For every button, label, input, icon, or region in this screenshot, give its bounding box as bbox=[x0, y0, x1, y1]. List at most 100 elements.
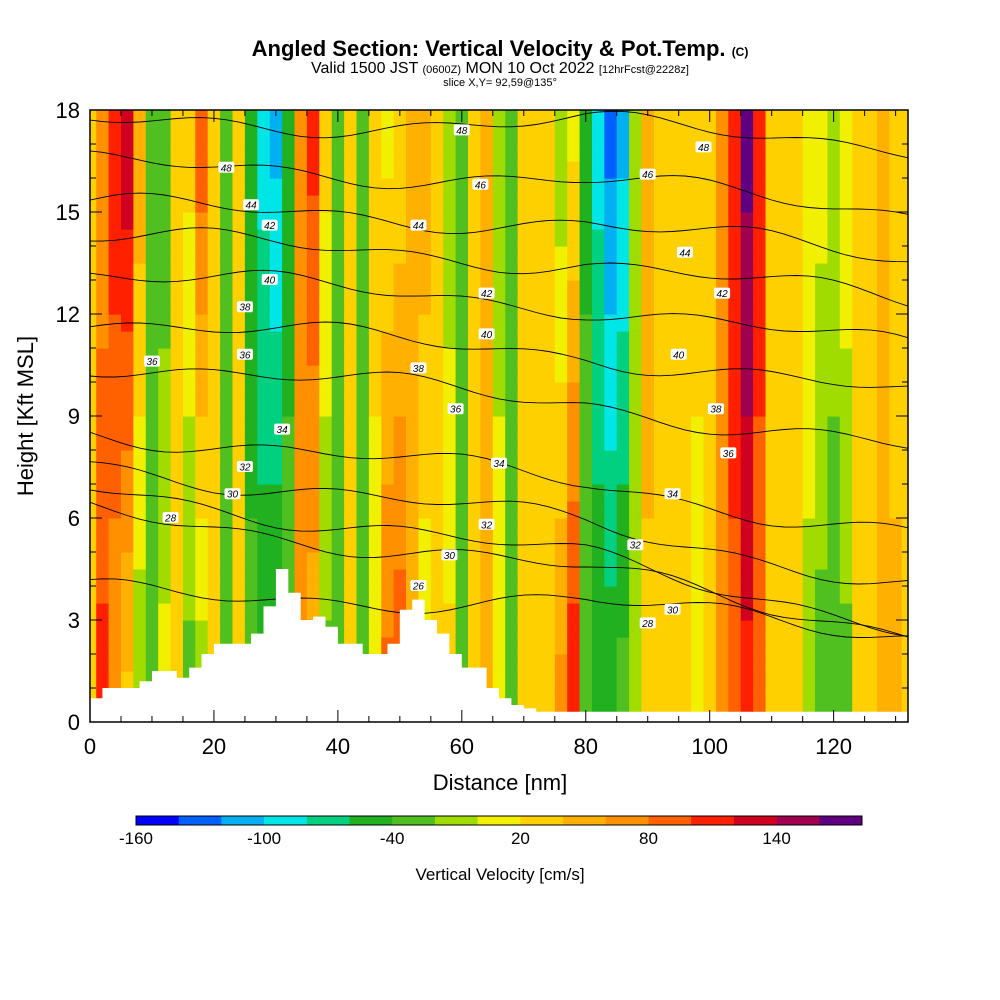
velocity-cell bbox=[158, 535, 172, 553]
velocity-cell bbox=[839, 399, 853, 417]
velocity-cell bbox=[183, 484, 196, 502]
velocity-cell bbox=[443, 467, 457, 485]
velocity-cell bbox=[90, 518, 97, 536]
velocity-cell bbox=[505, 348, 519, 366]
velocity-cell bbox=[269, 552, 283, 570]
velocity-cell bbox=[393, 535, 407, 553]
velocity-cell bbox=[802, 416, 816, 434]
colorbar-tick-label: -160 bbox=[119, 829, 153, 848]
velocity-cell bbox=[554, 654, 568, 672]
velocity-cell bbox=[790, 178, 804, 196]
velocity-cell bbox=[220, 127, 234, 145]
velocity-cell bbox=[121, 518, 134, 536]
velocity-cell bbox=[839, 433, 853, 451]
velocity-cell bbox=[294, 314, 308, 332]
velocity-cell bbox=[368, 637, 382, 655]
velocity-cell bbox=[183, 280, 196, 298]
velocity-cell bbox=[306, 280, 320, 298]
velocity-cell bbox=[815, 501, 828, 519]
velocity-cell bbox=[567, 518, 581, 536]
velocity-cell bbox=[455, 331, 469, 349]
velocity-cell bbox=[170, 144, 184, 162]
contour-label-text: 30 bbox=[227, 490, 239, 501]
velocity-cell bbox=[604, 603, 618, 621]
velocity-cell bbox=[715, 127, 729, 145]
velocity-cell bbox=[877, 467, 890, 485]
velocity-cell bbox=[616, 433, 630, 451]
velocity-cell bbox=[381, 331, 395, 349]
colorbar-tick-label: 140 bbox=[762, 829, 790, 848]
velocity-cell bbox=[443, 331, 457, 349]
velocity-cell bbox=[108, 450, 122, 468]
velocity-cell bbox=[666, 246, 680, 264]
velocity-cell bbox=[815, 212, 828, 230]
velocity-cell bbox=[517, 212, 531, 230]
velocity-cell bbox=[703, 280, 717, 298]
velocity-cell bbox=[158, 297, 172, 315]
velocity-cell bbox=[492, 654, 506, 672]
velocity-cell bbox=[629, 569, 643, 587]
velocity-cell bbox=[852, 569, 866, 587]
velocity-cell bbox=[889, 399, 903, 417]
colorbar-swatch bbox=[264, 816, 308, 825]
velocity-cell bbox=[740, 535, 754, 553]
velocity-cell bbox=[678, 620, 692, 638]
velocity-cell bbox=[121, 144, 134, 162]
velocity-cell bbox=[306, 416, 320, 434]
velocity-cell bbox=[765, 467, 779, 485]
velocity-cell bbox=[777, 484, 791, 502]
y-tick-label: 3 bbox=[68, 608, 80, 633]
velocity-cell bbox=[629, 144, 643, 162]
velocity-cell bbox=[567, 552, 581, 570]
velocity-cell bbox=[455, 365, 469, 383]
velocity-cell bbox=[319, 450, 333, 468]
velocity-cell bbox=[96, 433, 110, 451]
velocity-cell bbox=[901, 535, 908, 553]
velocity-cell bbox=[344, 348, 358, 366]
velocity-cell bbox=[641, 331, 655, 349]
velocity-cell bbox=[790, 501, 804, 519]
velocity-cell bbox=[802, 382, 816, 400]
velocity-cell bbox=[703, 212, 717, 230]
contour-label: 42 bbox=[261, 219, 278, 232]
velocity-cell bbox=[331, 212, 345, 230]
velocity-cell bbox=[207, 348, 221, 366]
velocity-cell bbox=[790, 450, 804, 468]
velocity-cell bbox=[765, 161, 779, 179]
velocity-cell bbox=[294, 501, 308, 519]
velocity-cell bbox=[765, 501, 779, 519]
velocity-cell bbox=[331, 195, 345, 213]
velocity-cell bbox=[777, 144, 791, 162]
velocity-cell bbox=[257, 195, 271, 213]
velocity-cell bbox=[344, 195, 358, 213]
velocity-cell bbox=[356, 620, 370, 638]
velocity-cell bbox=[715, 314, 729, 332]
velocity-cell bbox=[90, 263, 97, 281]
colorbar-swatch bbox=[349, 816, 393, 825]
velocity-cell bbox=[790, 603, 804, 621]
velocity-cell bbox=[430, 178, 444, 196]
contour-label-text: 40 bbox=[481, 330, 493, 341]
velocity-cell bbox=[889, 433, 903, 451]
velocity-cell bbox=[554, 569, 568, 587]
velocity-cell bbox=[430, 569, 444, 587]
velocity-cell bbox=[145, 280, 159, 298]
velocity-cell bbox=[468, 467, 481, 485]
velocity-cell bbox=[542, 382, 556, 400]
velocity-cell bbox=[641, 552, 655, 570]
velocity-cell bbox=[158, 178, 172, 196]
velocity-cell bbox=[604, 348, 618, 366]
velocity-cell bbox=[777, 569, 791, 587]
velocity-cell bbox=[133, 501, 147, 519]
velocity-cell bbox=[492, 144, 506, 162]
velocity-cell bbox=[468, 246, 481, 264]
velocity-cell bbox=[567, 195, 581, 213]
velocity-cell bbox=[703, 467, 717, 485]
velocity-cell bbox=[715, 297, 729, 315]
velocity-cell bbox=[604, 450, 618, 468]
velocity-cell bbox=[183, 297, 196, 315]
velocity-cell bbox=[418, 229, 432, 247]
velocity-cell bbox=[393, 263, 407, 281]
velocity-cell bbox=[691, 433, 705, 451]
velocity-cell bbox=[121, 246, 134, 264]
